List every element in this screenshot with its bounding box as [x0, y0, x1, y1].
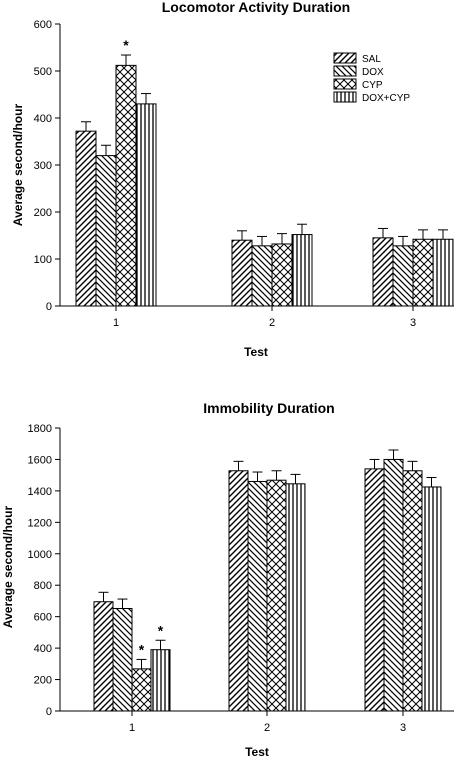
bar — [95, 155, 117, 307]
y-tick-label: 400 — [34, 113, 52, 125]
bar — [115, 64, 137, 307]
significance-marker: * — [123, 37, 129, 53]
bar — [251, 245, 273, 307]
y-tick-label: 300 — [34, 160, 52, 172]
bar — [412, 238, 434, 307]
legend-label: DOX — [362, 67, 384, 78]
x-axis-title: Test — [244, 345, 268, 359]
y-tick-label: 800 — [34, 580, 52, 592]
x-tick-label: 3 — [410, 317, 416, 329]
bar — [247, 480, 268, 712]
x-tick-label: 3 — [400, 722, 406, 734]
bar — [75, 130, 97, 307]
y-tick-label: 1600 — [28, 454, 52, 466]
chart-title: Locomotor Activity Duration — [162, 0, 351, 15]
bar — [231, 239, 253, 307]
locomotor-chart: Locomotor Activity Duration Average seco… — [11, 0, 454, 359]
bar — [271, 243, 293, 307]
y-tick-label: 100 — [34, 254, 52, 266]
bar — [291, 234, 313, 307]
y-axis-title: Average second/hour — [1, 506, 15, 629]
bar — [150, 649, 171, 712]
y-tick-label: 400 — [34, 643, 52, 655]
legend: SAL DOX CYP DOX+CYP — [333, 52, 410, 104]
y-axis-title: Average second/hour — [11, 104, 25, 227]
x-tick-label: 1 — [129, 722, 135, 734]
bar — [93, 601, 114, 712]
immobility-chart: Immobility Duration Average second/hour … — [1, 400, 454, 759]
y-tick-label: 1000 — [28, 549, 52, 561]
y-tick-label: 600 — [34, 19, 52, 31]
bar — [402, 470, 423, 712]
bar — [421, 486, 442, 712]
y-tick-label: 0 — [46, 706, 52, 718]
bar — [372, 237, 394, 307]
y-tick-label: 200 — [34, 675, 52, 687]
bar — [228, 470, 249, 712]
significance-marker: * — [158, 622, 164, 638]
y-tick-label: 1400 — [28, 486, 52, 498]
bar — [364, 468, 385, 712]
y-tick-label: 1800 — [28, 423, 52, 435]
bar — [135, 103, 157, 307]
bar — [392, 245, 414, 307]
bar — [131, 668, 152, 712]
x-tick-label: 1 — [113, 317, 119, 329]
chart-title: Immobility Duration — [203, 400, 334, 416]
bar — [432, 238, 454, 307]
bar — [112, 607, 133, 712]
legend-swatch — [333, 78, 357, 90]
bar — [266, 479, 287, 712]
legend-label: SAL — [362, 54, 381, 65]
y-tick-label: 0 — [46, 301, 52, 313]
bar — [285, 483, 306, 712]
y-tick-label: 200 — [34, 207, 52, 219]
legend-label: DOX+CYP — [362, 93, 410, 104]
x-tick-label: 2 — [264, 722, 270, 734]
bar — [383, 458, 404, 712]
y-tick-label: 600 — [34, 612, 52, 624]
legend-swatch — [333, 91, 357, 103]
x-tick-label: 2 — [269, 317, 275, 329]
y-tick-label: 1200 — [28, 517, 52, 529]
legend-swatch — [333, 65, 357, 77]
legend-label: CYP — [362, 80, 383, 91]
legend-swatch — [333, 52, 357, 64]
x-axis-title: Test — [245, 745, 269, 759]
y-tick-label: 500 — [34, 66, 52, 78]
significance-marker: * — [139, 641, 145, 657]
